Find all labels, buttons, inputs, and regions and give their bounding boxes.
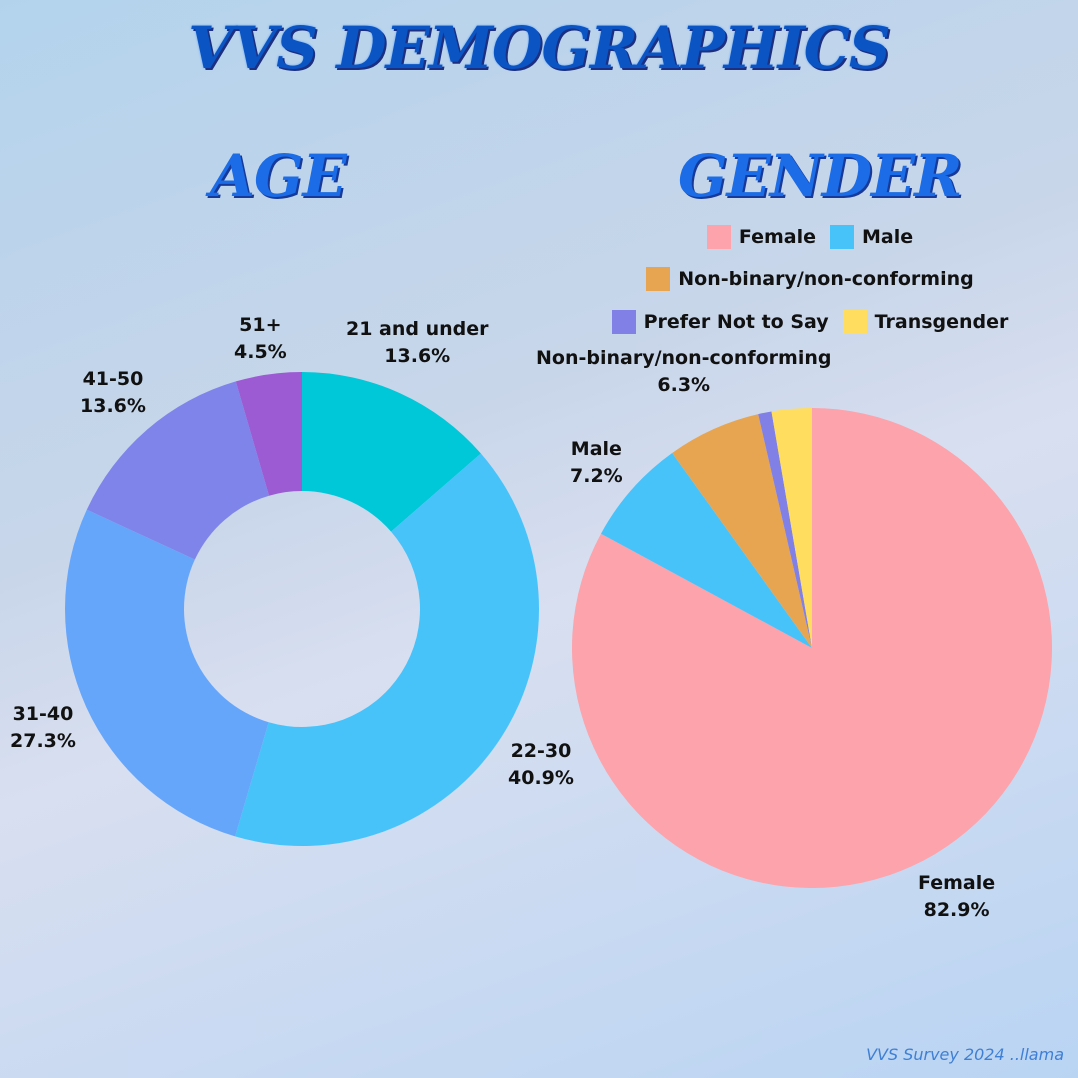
- gender-label-nonbinary-pct: 6.3%: [657, 374, 711, 396]
- legend-swatch-transgender: [842, 310, 867, 334]
- age-label-51-plus-pct: 4.5%: [234, 341, 287, 363]
- gender-legend-row-2: Non-binary/non-conforming: [560, 267, 1060, 291]
- age-label-31-40-pct: 27.3%: [10, 730, 76, 752]
- age-label-31-40-name: 31-40: [12, 703, 74, 725]
- legend-item-nonbinary: Non-binary/non-conforming: [646, 267, 974, 291]
- legend-item-male: Male: [829, 225, 914, 249]
- age-label-22-30-pct: 40.9%: [508, 767, 574, 789]
- age-label-41-50: 41-50 13.6%: [80, 366, 146, 420]
- age-label-31-40: 31-40 27.3%: [10, 701, 76, 755]
- age-label-21-under-pct: 13.6%: [384, 345, 451, 367]
- gender-label-female-pct: 82.9%: [923, 899, 990, 921]
- legend-label-male: Male: [861, 226, 914, 248]
- age-label-41-50-pct: 13.6%: [80, 395, 146, 417]
- legend-item-transgender: Transgender: [842, 310, 1009, 334]
- gender-legend-row-1: Female Male: [560, 225, 1060, 249]
- age-label-21-under: 21 and under 13.6%: [346, 316, 489, 370]
- gender-label-nonbinary-name: Non-binary/non-conforming: [536, 347, 832, 369]
- legend-swatch-prefer-not: [611, 310, 636, 334]
- legend-label-female: Female: [738, 226, 816, 248]
- age-label-51-plus: 51+ 4.5%: [234, 312, 287, 366]
- legend-label-nonbinary: Non-binary/non-conforming: [678, 268, 974, 290]
- age-label-51-plus-name: 51+: [239, 314, 282, 336]
- gender-label-nonbinary: Non-binary/non-conforming 6.3%: [536, 345, 831, 399]
- age-label-22-30: 22-30 40.9%: [508, 738, 574, 792]
- gender-slice-transgender: [771, 408, 812, 648]
- gender-chart-title: GENDER: [678, 142, 962, 210]
- age-chart-title: AGE: [210, 142, 347, 210]
- age-label-22-30-name: 22-30: [510, 740, 572, 762]
- age-slice-31-40: [64, 509, 269, 837]
- gender-slice-non-binary-non-conforming: [672, 414, 812, 648]
- age-slice-51-: [235, 372, 302, 496]
- legend-label-prefer-not: Prefer Not to Say: [643, 311, 829, 333]
- age-slice-21-and-under: [302, 372, 481, 532]
- gender-label-male: Male 7.2%: [570, 436, 623, 490]
- legend-item-prefer-not: Prefer Not to Say: [611, 310, 829, 334]
- gender-label-male-pct: 7.2%: [570, 465, 623, 487]
- legend-swatch-nonbinary: [646, 267, 671, 291]
- gender-label-male-name: Male: [570, 438, 622, 460]
- legend-swatch-male: [829, 225, 854, 249]
- gender-slice-prefer-not-to-say: [758, 411, 812, 648]
- age-label-21-under-name: 21 and under: [346, 318, 489, 340]
- legend-item-female: Female: [706, 225, 816, 249]
- age-slice-41-50: [86, 381, 270, 560]
- age-label-41-50-name: 41-50: [82, 368, 144, 390]
- main-title: VVS DEMOGRAPHICS: [188, 14, 891, 82]
- legend-swatch-female: [706, 225, 731, 249]
- gender-slice-male: [600, 452, 812, 648]
- gender-legend-row-3: Prefer Not to Say Transgender: [560, 310, 1060, 334]
- legend-label-transgender: Transgender: [874, 311, 1009, 333]
- gender-label-female-name: Female: [918, 872, 996, 894]
- gender-label-female: Female 82.9%: [918, 870, 995, 924]
- age-slice-22-30: [235, 453, 539, 846]
- footer-credit: VVS Survey 2024 ..llama: [866, 1045, 1064, 1064]
